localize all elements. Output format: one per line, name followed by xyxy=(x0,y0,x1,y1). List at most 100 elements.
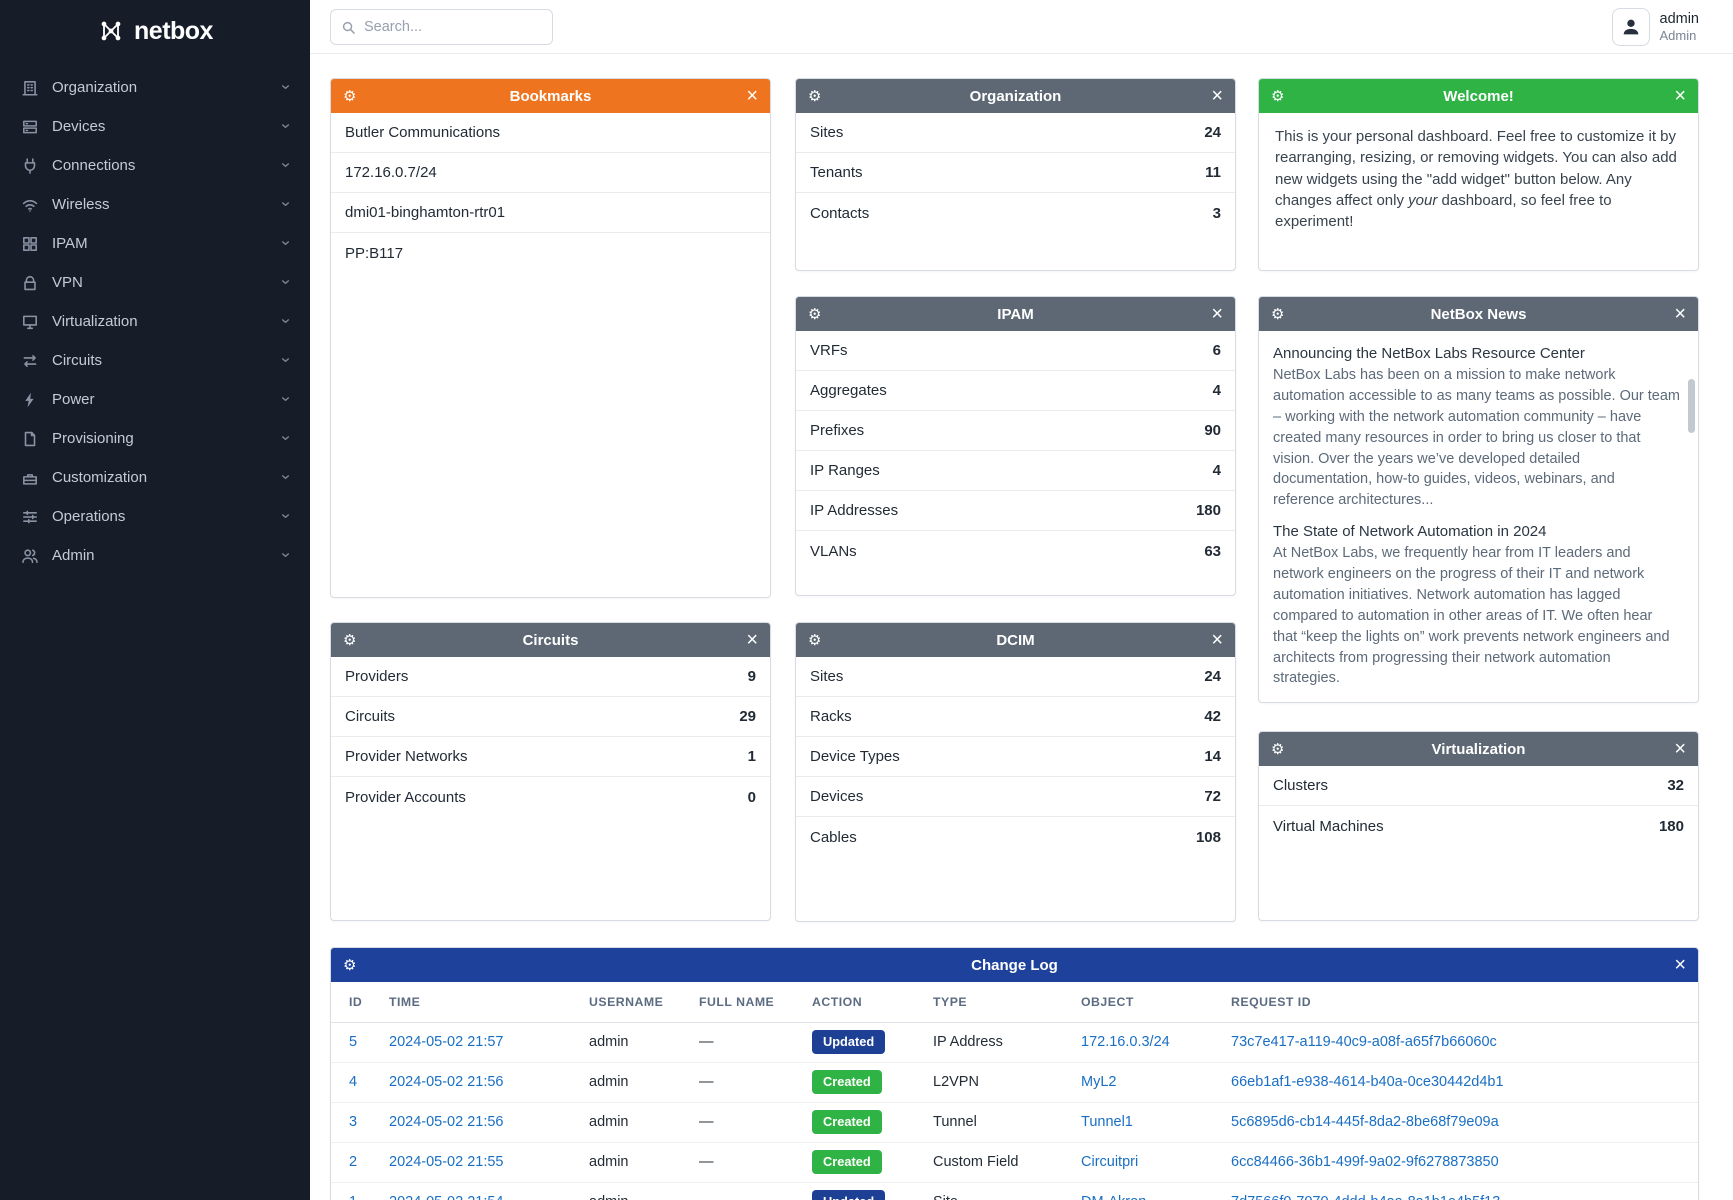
change-request-id-link[interactable]: 5c6895d6-cb14-445f-8da2-8be68f79e09a xyxy=(1231,1114,1499,1130)
bookmark-item[interactable]: dmi01-binghamton-rtr01 xyxy=(331,193,770,233)
change-time-link[interactable]: 2024-05-02 21:56 xyxy=(389,1074,504,1090)
gear-icon[interactable]: ⚙ xyxy=(343,631,357,649)
close-icon[interactable]: × xyxy=(1674,954,1686,976)
stat-value[interactable]: 29 xyxy=(739,708,756,725)
sidebar-item-virtualization[interactable]: Virtualization xyxy=(0,302,310,341)
column-header-object: OBJECT xyxy=(1075,982,1225,1023)
change-time-link[interactable]: 2024-05-02 21:54 xyxy=(389,1194,504,1200)
change-request-id-link[interactable]: 6cc84466-36b1-499f-9a02-9f6278873850 xyxy=(1231,1154,1499,1170)
sidebar-item-power[interactable]: Power xyxy=(0,380,310,419)
close-icon[interactable]: × xyxy=(1674,303,1686,325)
change-request-id-link[interactable]: 73c7e417-a119-40c9-a08f-a65f7b66060c xyxy=(1231,1034,1497,1050)
bookmarks-list: Butler Communications 172.16.0.7/24 dmi0… xyxy=(331,113,770,273)
change-object-link[interactable]: 172.16.0.3/24 xyxy=(1081,1034,1170,1050)
gear-icon[interactable]: ⚙ xyxy=(343,87,357,105)
close-icon[interactable]: × xyxy=(746,629,758,651)
gear-icon[interactable]: ⚙ xyxy=(1271,740,1285,758)
user-menu[interactable]: admin Admin xyxy=(1611,8,1699,46)
sidebar-item-label: IPAM xyxy=(52,235,88,252)
gear-icon[interactable]: ⚙ xyxy=(808,87,822,105)
gear-icon[interactable]: ⚙ xyxy=(808,305,822,323)
sidebar-item-operations[interactable]: Operations xyxy=(0,497,310,536)
change-time-link[interactable]: 2024-05-02 21:55 xyxy=(389,1154,504,1170)
stat-value[interactable]: 24 xyxy=(1204,668,1221,685)
change-object-link[interactable]: MyL2 xyxy=(1081,1074,1117,1090)
user-avatar-button[interactable] xyxy=(1611,8,1650,46)
sidebar-item-customization[interactable]: Customization xyxy=(0,458,310,497)
widget-title: Bookmarks xyxy=(509,87,592,105)
sidebar-item-ipam[interactable]: IPAM xyxy=(0,224,310,263)
news-article-title[interactable]: Announcing the NetBox Labs Resource Cent… xyxy=(1273,345,1585,362)
stat-value[interactable]: 32 xyxy=(1667,777,1684,794)
stat-value[interactable]: 108 xyxy=(1195,828,1221,846)
close-icon[interactable]: × xyxy=(1211,629,1223,651)
close-icon[interactable]: × xyxy=(746,85,758,107)
stat-label: Sites xyxy=(810,668,844,685)
stat-label: Contacts xyxy=(810,204,870,222)
stat-value[interactable]: 42 xyxy=(1204,708,1221,725)
change-object-link[interactable]: Circuitpri xyxy=(1081,1154,1139,1170)
table-row: 1 2024-05-02 21:54 admin — Updated Site … xyxy=(331,1182,1698,1200)
change-request-id-link[interactable]: 66eb1af1-e938-4614-b40a-0ce30442d4b1 xyxy=(1231,1074,1504,1090)
change-time-link[interactable]: 2024-05-02 21:57 xyxy=(389,1034,504,1050)
welcome-widget-header: ⚙ Welcome! × xyxy=(1259,79,1698,113)
sidebar-item-label: Organization xyxy=(52,79,138,96)
stat-value[interactable]: 0 xyxy=(747,788,756,806)
close-icon[interactable]: × xyxy=(1211,85,1223,107)
close-icon[interactable]: × xyxy=(1211,303,1223,325)
change-object-link[interactable]: DM-Akron xyxy=(1081,1194,1146,1200)
change-id-link[interactable]: 5 xyxy=(349,1034,358,1050)
stat-label: IP Addresses xyxy=(810,502,899,519)
stat-value[interactable]: 180 xyxy=(1658,817,1684,835)
change-id-link[interactable]: 1 xyxy=(349,1194,357,1200)
gear-icon[interactable]: ⚙ xyxy=(1271,305,1285,323)
stat-value[interactable]: 4 xyxy=(1212,382,1221,399)
scrollbar-thumb[interactable] xyxy=(1688,379,1695,433)
circuits-widget: ⚙ Circuits × Providers 9 Circuits 29 Pro… xyxy=(330,622,771,921)
sidebar-item-wireless[interactable]: Wireless xyxy=(0,185,310,224)
sidebar-item-organization[interactable]: Organization xyxy=(0,68,310,107)
change-id-link[interactable]: 4 xyxy=(349,1074,358,1090)
gear-icon[interactable]: ⚙ xyxy=(1271,87,1285,105)
bookmark-item[interactable]: 172.16.0.7/24 xyxy=(331,153,770,193)
gear-icon[interactable]: ⚙ xyxy=(343,956,357,974)
gear-icon[interactable]: ⚙ xyxy=(808,631,822,649)
sidebar-item-admin[interactable]: Admin xyxy=(0,536,310,575)
stat-value[interactable]: 9 xyxy=(747,668,756,685)
column-header-action: ACTION xyxy=(806,982,927,1023)
sidebar-item-connections[interactable]: Connections xyxy=(0,146,310,185)
bookmark-item[interactable]: PP:B117 xyxy=(345,244,404,262)
change-type: Site xyxy=(927,1182,1075,1200)
stat-value[interactable]: 24 xyxy=(1204,124,1221,141)
stat-value[interactable]: 4 xyxy=(1212,462,1221,479)
stat-value[interactable]: 63 xyxy=(1204,542,1221,560)
stat-value[interactable]: 14 xyxy=(1204,748,1221,765)
stat-value[interactable]: 11 xyxy=(1205,164,1221,181)
change-object-link[interactable]: Tunnel1 xyxy=(1081,1114,1133,1130)
sidebar-item-circuits[interactable]: Circuits xyxy=(0,341,310,380)
change-request-id-link[interactable]: 7d7566f0-7070-4ddd-b4aa-8a1b1e4b5f13 xyxy=(1231,1194,1500,1200)
stat-value[interactable]: 6 xyxy=(1212,342,1221,359)
close-icon[interactable]: × xyxy=(1674,738,1686,760)
change-time-link[interactable]: 2024-05-02 21:56 xyxy=(389,1114,504,1130)
user-role: Admin xyxy=(1659,27,1697,43)
close-icon[interactable]: × xyxy=(1674,85,1686,107)
stat-value[interactable]: 1 xyxy=(747,748,756,765)
stat-label: Tenants xyxy=(810,164,863,181)
lock-icon xyxy=(20,273,40,293)
bookmark-item[interactable]: Butler Communications xyxy=(331,113,770,153)
netbox-logo[interactable]: netbox xyxy=(0,12,310,50)
stat-value[interactable]: 72 xyxy=(1204,788,1221,805)
sidebar-item-vpn[interactable]: VPN xyxy=(0,263,310,302)
stat-value[interactable]: 3 xyxy=(1212,204,1221,222)
news-article-title[interactable]: The State of Network Automation in 2024 xyxy=(1273,523,1547,541)
sidebar-item-devices[interactable]: Devices xyxy=(0,107,310,146)
search-input[interactable] xyxy=(364,19,542,35)
circuits-widget-header: ⚙ Circuits × xyxy=(331,623,770,657)
stat-value[interactable]: 90 xyxy=(1204,422,1221,439)
change-id-link[interactable]: 2 xyxy=(349,1154,358,1170)
sidebar-item-provisioning[interactable]: Provisioning xyxy=(0,419,310,458)
change-id-link[interactable]: 3 xyxy=(349,1114,358,1130)
stat-label: IP Ranges xyxy=(810,462,880,479)
stat-value[interactable]: 180 xyxy=(1195,502,1221,519)
